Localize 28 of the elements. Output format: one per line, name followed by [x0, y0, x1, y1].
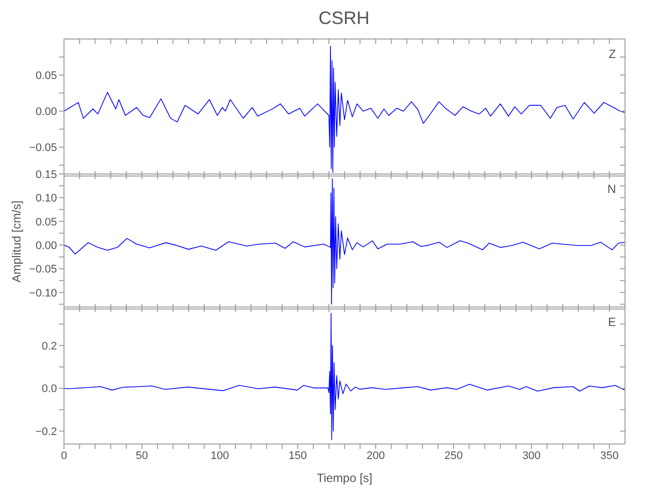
- y-tick-label: 0.05: [36, 216, 57, 228]
- y-tick-label: −0.2: [35, 426, 57, 438]
- annotation: Z: [608, 47, 616, 61]
- y-tick-label: −0.05: [29, 142, 57, 154]
- x-tick-label: 50: [136, 450, 148, 462]
- y-tick-label: 0.15: [36, 168, 57, 181]
- x-tick-label: 300: [522, 450, 541, 462]
- x-tick-label: 250: [444, 450, 463, 462]
- x-tick-label: 200: [366, 450, 385, 462]
- line-series: [64, 178, 625, 305]
- x-axis-title: Tiempo [s]: [316, 471, 372, 485]
- y-tick-label: 0.0: [42, 383, 57, 396]
- annotation: E: [608, 315, 616, 329]
- x-tick-label: 350: [600, 450, 619, 462]
- y-tick-label: −0.10: [29, 287, 57, 300]
- y-tick-label: 0.05: [36, 70, 57, 82]
- x-tick-label: 0: [60, 450, 68, 462]
- annotation: N: [607, 182, 616, 196]
- line-series: [64, 313, 625, 440]
- y-axis-title: Amplitud [cm/s]: [9, 200, 24, 283]
- y-tick-label: 0.2: [42, 340, 57, 352]
- chart-title: CSRH: [317, 8, 370, 29]
- x-tick-label: 150: [288, 450, 307, 462]
- y-tick-label: 0.10: [36, 192, 57, 205]
- x-tick-label: 100: [210, 450, 230, 462]
- y-tick-label: 0.00: [36, 240, 57, 252]
- y-tick-label: 0.00: [36, 106, 57, 118]
- y-tick-label: −0.05: [29, 264, 57, 276]
